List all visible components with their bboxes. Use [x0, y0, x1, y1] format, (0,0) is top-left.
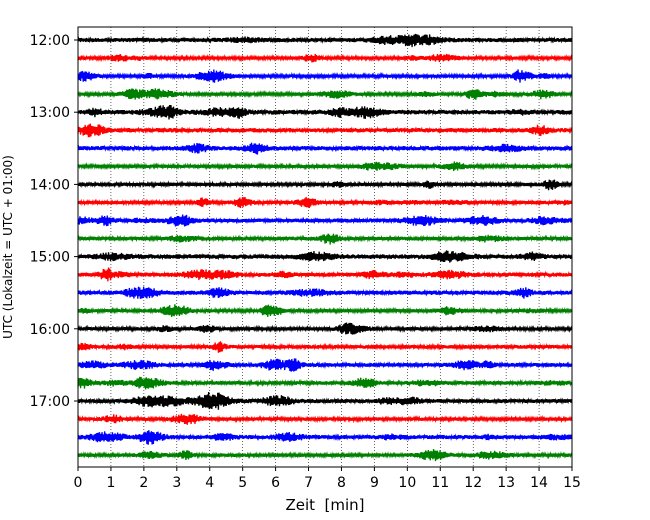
- x-tick-label-9: 9: [370, 475, 379, 491]
- trace-1215: [77, 53, 573, 63]
- trace-1630: [77, 358, 573, 372]
- trace-1430: [77, 214, 573, 227]
- trace-1245: [77, 88, 573, 100]
- trace-1615: [77, 341, 573, 353]
- y-tick-label-1500: 15:00: [30, 250, 70, 266]
- x-tick-label-15: 15: [563, 475, 581, 491]
- trace-1415: [77, 196, 573, 209]
- trace-1315: [77, 123, 573, 138]
- x-tick-label-7: 7: [304, 475, 313, 491]
- trace-1745: [77, 448, 573, 462]
- y-tick-label-1700: 17:00: [30, 394, 70, 410]
- x-axis-title: Zeit [min]: [285, 496, 364, 514]
- x-tick-label-8: 8: [337, 475, 346, 491]
- x-tick-label-3: 3: [172, 475, 181, 491]
- trace-1545: [77, 304, 573, 318]
- y-tick-label-1600: 16:00: [30, 322, 70, 338]
- y-tick-label-1300: 13:00: [30, 105, 70, 121]
- trace-1700: [77, 391, 573, 410]
- trace-1515: [77, 267, 573, 282]
- trace-1345: [77, 161, 573, 172]
- x-tick-label-0: 0: [74, 475, 83, 491]
- x-tick-label-2: 2: [139, 475, 148, 491]
- trace-1300: [77, 105, 573, 120]
- x-tick-label-11: 11: [431, 475, 449, 491]
- y-tick-label-1200: 12:00: [30, 33, 70, 49]
- trace-1400: [77, 179, 573, 191]
- x-axis-ticks: 0 1 2 3 4 5 6 7 8 9 10 11 12 13 14 15: [74, 467, 581, 491]
- x-tick-label-4: 4: [205, 475, 214, 491]
- x-tick-label-12: 12: [464, 475, 482, 491]
- plot-frame: [77, 26, 573, 468]
- trace-1530: [77, 286, 573, 299]
- y-axis-ticks: 12:00 13:00 14:00 15:00 16:00 17:00: [30, 33, 78, 410]
- x-tick-label-5: 5: [238, 475, 247, 491]
- trace-1730: [77, 430, 573, 445]
- trace-1330: [77, 142, 573, 155]
- trace-1645: [77, 376, 573, 390]
- trace-1715: [77, 413, 573, 425]
- plot-frame-background: [78, 27, 572, 467]
- trace-series: [77, 33, 573, 462]
- x-tick-label-13: 13: [497, 475, 515, 491]
- x-tick-label-10: 10: [398, 475, 416, 491]
- trace-1600: [77, 322, 573, 335]
- trace-1230: [77, 69, 573, 83]
- trace-1445: [77, 233, 573, 245]
- y-tick-label-1400: 14:00: [30, 177, 70, 193]
- x-tick-label-1: 1: [106, 475, 115, 491]
- y-axis-title: UTC (Lokalzeit = UTC + 01:00): [1, 155, 15, 339]
- x-tick-label-6: 6: [271, 475, 280, 491]
- x-tick-label-14: 14: [530, 475, 548, 491]
- trace-1500: [77, 250, 573, 263]
- trace-1200: [77, 33, 573, 48]
- grid-lines: [110, 27, 540, 467]
